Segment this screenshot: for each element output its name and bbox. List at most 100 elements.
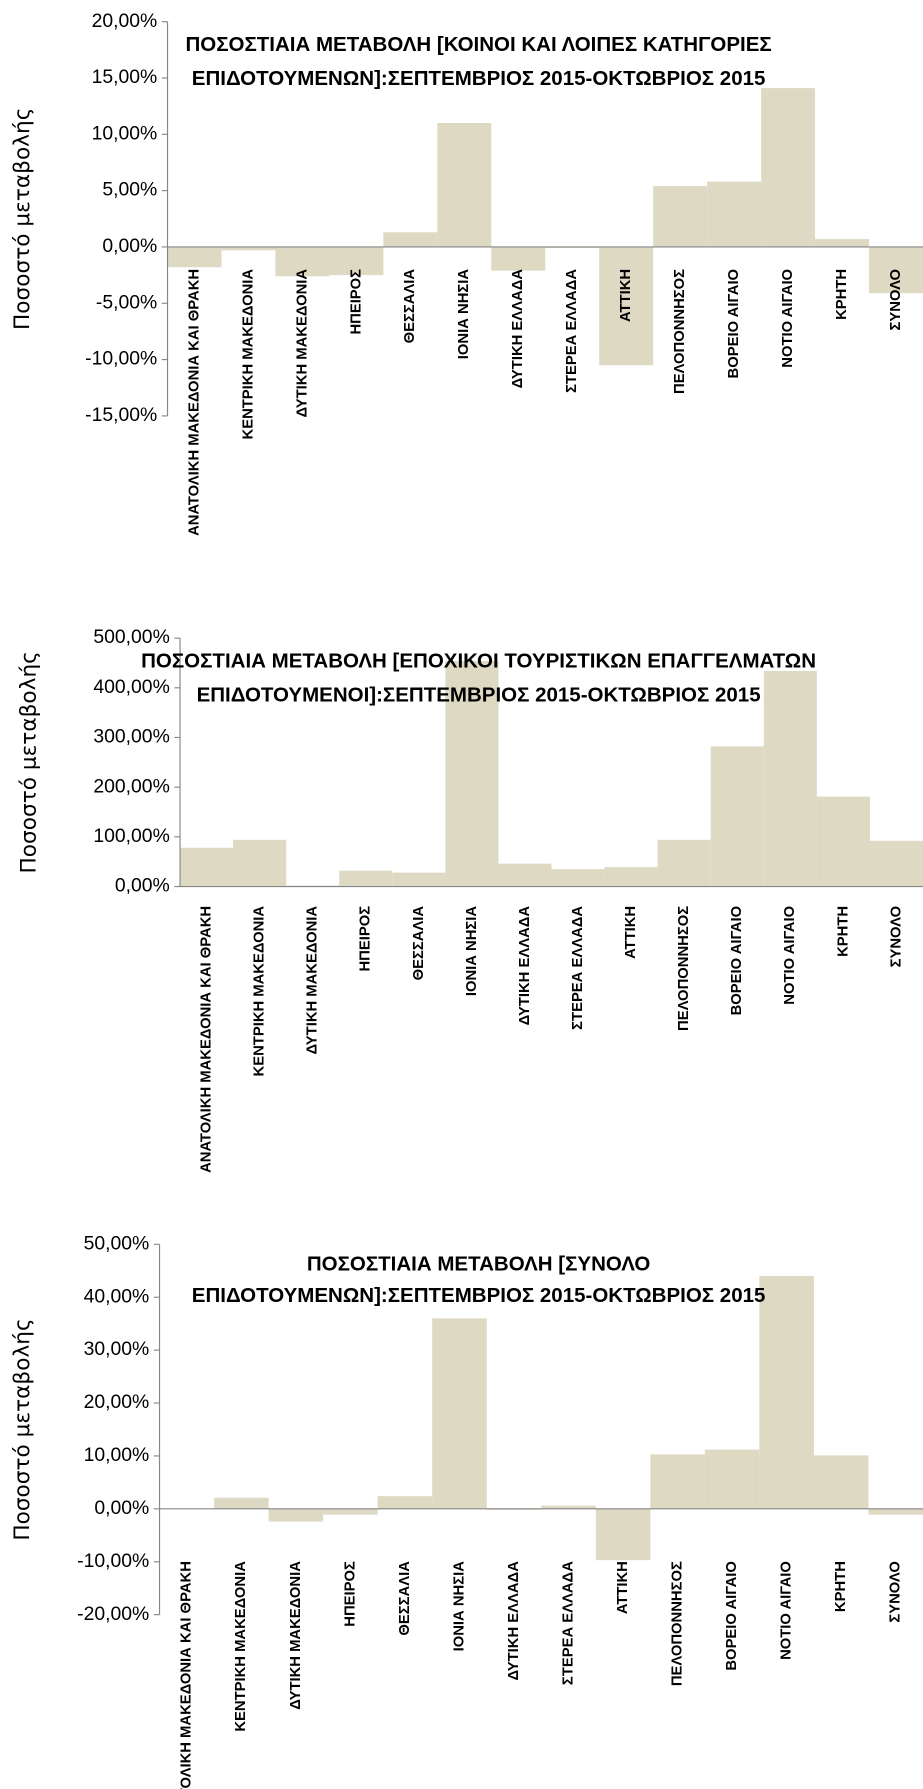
bar <box>541 1505 596 1509</box>
y-axis-label: Ποσοστό μεταβολής <box>10 108 35 330</box>
bar <box>761 88 816 247</box>
y-tick-label: 10,00% <box>84 1444 150 1466</box>
bar <box>214 1497 269 1509</box>
bar <box>869 840 923 887</box>
x-tick-label: ΝΟΤΙΟ ΑΙΓΑΙΟ <box>782 906 798 1005</box>
x-tick-label: ΚΕΝΤΡΙΚΗ ΜΑΚΕΔΟΝΙΑ <box>252 906 268 1077</box>
x-tick-label: ΝΟΤΙΟ ΑΙΓΑΙΟ <box>780 269 796 368</box>
bar <box>816 796 870 887</box>
chart-title: ΠΟΣΟΣΤΙΑΙΑ ΜΕΤΑΒΟΛΗ [ΣΥΝΟΛΟ <box>307 1252 651 1275</box>
x-tick-label: ΣΤΕΡΕΑ ΕΛΛΑΔΑ <box>564 269 580 393</box>
y-tick-label: 50,00% <box>84 1232 150 1254</box>
y-tick-label: -15,00% <box>85 404 157 426</box>
x-tick-label: ΒΟΡΕΙΟ ΑΙΓΑΙΟ <box>724 1561 740 1671</box>
y-tick-label: 0,00% <box>94 1497 149 1519</box>
x-tick-label: ΒΟΡΕΙΟ ΑΙΓΑΙΟ <box>726 269 742 379</box>
bar <box>437 123 492 247</box>
x-tick-label: ΣΥΝΟΛΟ <box>888 906 904 968</box>
bar <box>392 872 446 887</box>
bar <box>710 746 764 887</box>
x-tick-label: ΠΕΛΟΠΟΝΝΗΣΟΣ <box>672 269 688 394</box>
x-tick-label: ΑΝΑΤΟΛΙΚΗ ΜΑΚΕΔΟΝΙΑ ΚΑΙ ΘΡΑΚΗ <box>179 1561 195 1789</box>
x-tick-label: ΚΡΗΤΗ <box>835 906 851 957</box>
y-axis-label: Ποσοστό μεταβολής <box>17 651 42 873</box>
x-tick-label: ΚΡΗΤΗ <box>834 269 850 320</box>
y-tick-label: 15,00% <box>92 66 158 88</box>
x-tick-label: ΑΤΤΙΚΗ <box>623 906 639 959</box>
y-tick-label: 20,00% <box>84 1391 150 1413</box>
chart-title: ΠΟΣΟΣΤΙΑΙΑ ΜΕΤΑΒΟΛΗ [ΕΠΟΧΙΚΟΙ ΤΟΥΡΙΣΤΙΚΩ… <box>141 649 816 672</box>
y-tick-label: 20,00% <box>92 10 158 32</box>
bar <box>445 660 499 887</box>
bar <box>599 246 654 366</box>
chart-title: ΕΠΙΔΟΤΟΥΜΕΝΟΙ]:ΣΕΠΤΕΜΒΡΙΟΣ 2015-ΟΚΤΩΒΡΙΟ… <box>197 684 761 707</box>
x-tick-label: ΔΥΤΙΚΗ ΕΛΛΑΔΑ <box>517 906 533 1026</box>
y-tick-label: -20,00% <box>77 1603 149 1625</box>
x-tick-label: ΗΠΕΙΡΟΣ <box>348 269 364 335</box>
x-tick-label: ΣΥΝΟΛΟ <box>888 269 904 331</box>
chart-title: ΠΟΣΟΣΤΙΑΙΑ ΜΕΤΑΒΟΛΗ [ΚΟΙΝΟΙ ΚΑΙ ΛΟΙΠΕΣ Κ… <box>185 33 771 56</box>
bar <box>595 1508 651 1561</box>
x-tick-label: ΗΠΕΙΡΟΣ <box>358 906 374 972</box>
x-tick-label: ΚΕΝΤΡΙΚΗ ΜΑΚΕΔΟΝΙΑ <box>233 1561 249 1732</box>
x-tick-label: ΘΕΣΣΑΛΙΑ <box>397 1561 413 1636</box>
bar <box>653 186 708 247</box>
x-tick-label: ΔΥΤΙΚΗ ΜΑΚΕΔΟΝΙΑ <box>305 906 321 1055</box>
bar <box>275 246 330 277</box>
bar <box>815 239 870 247</box>
x-tick-label: ΣΤΕΡΕΑ ΕΛΛΑΔΑ <box>570 906 586 1030</box>
bar <box>221 246 276 251</box>
x-tick-label: ΑΝΑΤΟΛΙΚΗ ΜΑΚΕΔΟΝΙΑ ΚΑΙ ΘΡΑΚΗ <box>198 906 214 1173</box>
x-tick-label: ΚΡΗΤΗ <box>833 1561 849 1612</box>
bar <box>650 1454 705 1509</box>
y-tick-label: 400,00% <box>93 676 169 698</box>
x-tick-label: ΔΥΤΙΚΗ ΜΑΚΕΔΟΝΙΑ <box>288 1561 304 1710</box>
x-tick-label: ΠΕΛΟΠΟΝΝΗΣΟΣ <box>670 1561 686 1686</box>
y-tick-label: -10,00% <box>77 1550 149 1572</box>
x-tick-label: ΣΥΝΟΛΟ <box>888 1561 904 1623</box>
y-tick-label: 0,00% <box>102 235 157 257</box>
bar <box>604 867 658 887</box>
x-tick-label: ΙΟΝΙΑ ΝΗΣΙΑ <box>456 269 472 360</box>
y-tick-label: 0,00% <box>115 875 170 897</box>
x-tick-label: ΒΟΡΕΙΟ ΑΙΓΑΙΟ <box>729 906 745 1016</box>
x-tick-label: ΝΟΤΙΟ ΑΙΓΑΙΟ <box>779 1561 795 1660</box>
y-tick-label: 100,00% <box>93 825 169 847</box>
x-tick-label: ΘΕΣΣΑΛΙΑ <box>402 269 418 344</box>
x-tick-label: ΙΟΝΙΑ ΝΗΣΙΑ <box>464 906 480 997</box>
bar <box>869 246 923 294</box>
bar <box>498 863 552 887</box>
bar <box>180 847 234 887</box>
bar <box>551 869 605 887</box>
y-axis-label: Ποσοστό μεταβολής <box>10 1318 35 1540</box>
x-tick-label: ΗΠΕΙΡΟΣ <box>342 1561 358 1627</box>
x-tick-label: ΑΤΤΙΚΗ <box>615 1561 631 1614</box>
bar <box>268 1508 324 1522</box>
bar <box>167 246 222 268</box>
x-tick-label: ΔΥΤΙΚΗ ΕΛΛΑΔΑ <box>510 269 526 389</box>
chart-title: ΕΠΙΔΟΤΟΥΜΕΝΩΝ]:ΣΕΠΤΕΜΒΡΙΟΣ 2015-ΟΚΤΩΒΡΙΟ… <box>192 1284 766 1307</box>
bar <box>657 839 711 887</box>
bar <box>491 246 546 271</box>
x-tick-label: ΔΥΤΙΚΗ ΜΑΚΕΔΟΝΙΑ <box>294 269 310 418</box>
bar <box>339 870 393 887</box>
bar <box>323 1508 378 1515</box>
x-tick-label: ΔΥΤΙΚΗ ΕΛΛΑΔΑ <box>506 1561 522 1681</box>
bar <box>329 246 384 276</box>
y-tick-label: -5,00% <box>96 291 157 313</box>
bar <box>868 1508 923 1515</box>
y-tick-label: 5,00% <box>102 179 157 201</box>
bar <box>233 839 287 887</box>
x-tick-label: ΚΕΝΤΡΙΚΗ ΜΑΚΕΔΟΝΙΑ <box>240 269 256 440</box>
bar <box>704 1449 760 1509</box>
x-tick-label: ΣΤΕΡΕΑ ΕΛΛΑΔΑ <box>560 1561 576 1685</box>
x-tick-label: ΘΕΣΣΑΛΙΑ <box>411 906 427 981</box>
y-tick-label: 10,00% <box>92 122 158 144</box>
y-tick-label: 40,00% <box>84 1285 150 1307</box>
y-tick-label: 300,00% <box>93 726 169 748</box>
x-tick-label: ΙΟΝΙΑ ΝΗΣΙΑ <box>451 1561 467 1652</box>
y-tick-label: 500,00% <box>93 626 169 648</box>
y-tick-label: -10,00% <box>85 348 157 370</box>
bar <box>383 232 438 247</box>
bar <box>763 670 817 887</box>
